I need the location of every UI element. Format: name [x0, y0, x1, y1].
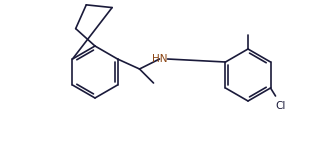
Text: Cl: Cl — [275, 101, 286, 111]
Text: HN: HN — [152, 54, 167, 64]
